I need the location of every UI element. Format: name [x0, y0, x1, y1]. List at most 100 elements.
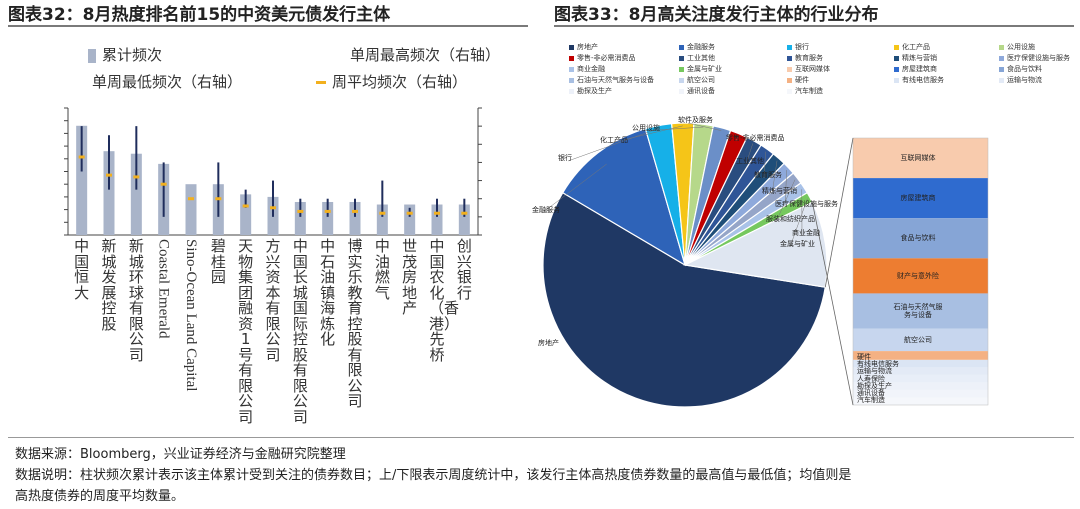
pie-legend-label: 商业金融 — [577, 65, 605, 73]
slice-leader-line — [775, 179, 796, 223]
left-title-rule — [8, 25, 528, 27]
bar-cumulative — [458, 204, 470, 235]
bar-range-chart — [64, 107, 482, 236]
right-title-rule — [554, 25, 1074, 27]
pie-legend-item: 食品与饮料 — [999, 64, 1042, 74]
data-note-line2: 高热度债券的周度平均数量。 — [15, 489, 185, 504]
breakdown-segment — [853, 178, 988, 219]
breakdown-segment — [853, 374, 988, 383]
breakdown-segment — [853, 218, 988, 259]
breakdown-segment — [853, 258, 988, 294]
pie-legend-item: 有线电信服务 — [894, 75, 944, 85]
slice-label: 服装和纺织产品 — [766, 215, 815, 223]
pie-legend-item: 房屋建筑商 — [894, 64, 937, 74]
slice-label: 医疗保健设施与服务 — [775, 200, 838, 208]
breakdown-label: 运输与物流 — [857, 367, 892, 376]
breakdown-segment — [853, 351, 988, 360]
pie-legend-item: 精炼与营销 — [894, 53, 937, 63]
pie-legend-swatch — [894, 44, 899, 50]
pie-legend-label: 零售-非必需消费品 — [577, 54, 636, 62]
pie-legend-label: 汽车制造 — [795, 87, 823, 95]
pie-legend-label: 有线电信服务 — [902, 76, 944, 84]
pie-legend-item: 石油与天然气服务与设备 — [569, 75, 654, 85]
breakdown-label: 食品与饮料 — [900, 234, 936, 243]
pie-legend-swatch — [569, 77, 574, 83]
slice-label: 精炼与营销 — [762, 187, 797, 195]
slice-label: 公用设施 — [632, 124, 660, 132]
pie-legend-item: 银行 — [787, 42, 809, 52]
category-label: 中国长城国际控股有限公司 — [292, 237, 308, 426]
pie-legend-label: 化工产品 — [902, 43, 930, 51]
category-label: 中国恒大 — [74, 237, 90, 302]
pie-legend-item: 硬件 — [787, 75, 809, 85]
slice-leader-line — [763, 151, 766, 179]
pie-legend-item: 教育服务 — [787, 53, 823, 63]
pie-legend-swatch — [787, 55, 792, 61]
pie-legend-swatch — [787, 44, 792, 50]
slice-leader-line — [609, 125, 683, 144]
slice-leader-line — [541, 163, 607, 214]
legend-low: 单周最低频次（右轴） — [92, 71, 242, 92]
connector-line-bottom — [811, 202, 854, 406]
pie-legend-item: 商业金融 — [569, 64, 605, 74]
pie-legend-item: 互联网媒体 — [787, 64, 830, 74]
category-label: 中石油镇海炼化 — [320, 237, 336, 348]
legend-cumulative-label: 累计频次 — [102, 46, 163, 64]
breakdown-label: 勘探及生产 — [857, 381, 892, 390]
breakdown-segment — [853, 359, 988, 368]
pie-legend-swatch — [679, 88, 684, 94]
breakdown-label: 人寿保险 — [857, 374, 885, 383]
breakdown-segment — [853, 367, 988, 375]
legend-avg-label: 周平均频次（右轴） — [332, 73, 468, 91]
pie-legend-item: 零售-非必需消费品 — [569, 53, 636, 63]
pie-legend-item: 房地产 — [569, 42, 598, 52]
data-note-line1: 数据说明：柱状频次累计表示该主体累计受到关注的债券数目；上/下限表示周度统计中，… — [15, 468, 852, 483]
legend-high: 单周最高频次（右轴） — [350, 44, 500, 65]
pie-legend-item: 勘探及生产 — [569, 86, 612, 96]
legend-avg: 周平均频次（右轴） — [316, 71, 467, 92]
bar-cumulative — [185, 184, 197, 235]
bar-cumulative — [240, 194, 252, 235]
pie-legend-item: 航空公司 — [679, 75, 715, 85]
slice-leader-line — [745, 143, 754, 165]
pie-legend-swatch — [999, 55, 1004, 61]
category-label: 天物集团融资1号有限公司 — [238, 237, 254, 426]
pie-legend-swatch — [894, 66, 899, 72]
pie-legend-swatch — [787, 66, 792, 72]
source-note: 数据来源：Bloomberg，兴业证券经济与金融研究院整理 — [15, 447, 346, 462]
pie-slice — [542, 191, 826, 408]
slice-label: 金融服务 — [532, 206, 560, 214]
bar-cumulative — [376, 204, 388, 235]
breakdown-label: 石油与天然气服务与设备 — [893, 302, 943, 319]
bar-cumulative — [294, 201, 306, 235]
right-chart-title: 图表33：8月高关注度发行主体的行业分布 — [554, 5, 879, 25]
category-label: 新城环球有限公司 — [128, 237, 144, 364]
slice-label: 银行 — [558, 154, 572, 162]
pie-legend-item: 汽车制造 — [787, 86, 823, 96]
pie-legend-item: 金融服务 — [679, 42, 715, 52]
pie-legend-label: 医疗保健设施与服务 — [1007, 54, 1070, 62]
legend-avg-swatch — [316, 81, 326, 84]
breakdown-label: 汽车制造 — [857, 396, 885, 405]
bar-cumulative — [130, 153, 142, 235]
pie-legend-label: 精炼与营销 — [902, 54, 937, 62]
pie-legend-label: 工业其他 — [687, 54, 715, 62]
left-chart-title: 图表32：8月热度排名前15的中资美元债发行主体 — [8, 5, 391, 25]
pie-legend-label: 互联网媒体 — [795, 65, 830, 73]
legend-low-label: 单周最低频次（右轴） — [92, 73, 243, 91]
pie-legend-label: 教育服务 — [795, 54, 823, 62]
pie-slice — [561, 127, 686, 267]
breakdown-label: 互联网媒体 — [900, 154, 936, 163]
category-label: 创兴银行 — [456, 237, 472, 302]
pie-legend-label: 硬件 — [795, 76, 809, 84]
breakdown-segment — [853, 389, 988, 398]
slice-leader-line — [641, 126, 704, 132]
category-label: Sino-Ocean Land Capital — [183, 239, 199, 392]
bar-cumulative — [322, 201, 334, 235]
breakdown-segment — [853, 138, 988, 179]
pie-legend-item: 金属与矿业 — [679, 64, 722, 74]
pie-legend-swatch — [679, 77, 684, 83]
pie-legend-label: 航空公司 — [687, 76, 715, 84]
pie-legend-swatch — [569, 55, 574, 61]
pie-legend-label: 公用设施 — [1007, 43, 1035, 51]
